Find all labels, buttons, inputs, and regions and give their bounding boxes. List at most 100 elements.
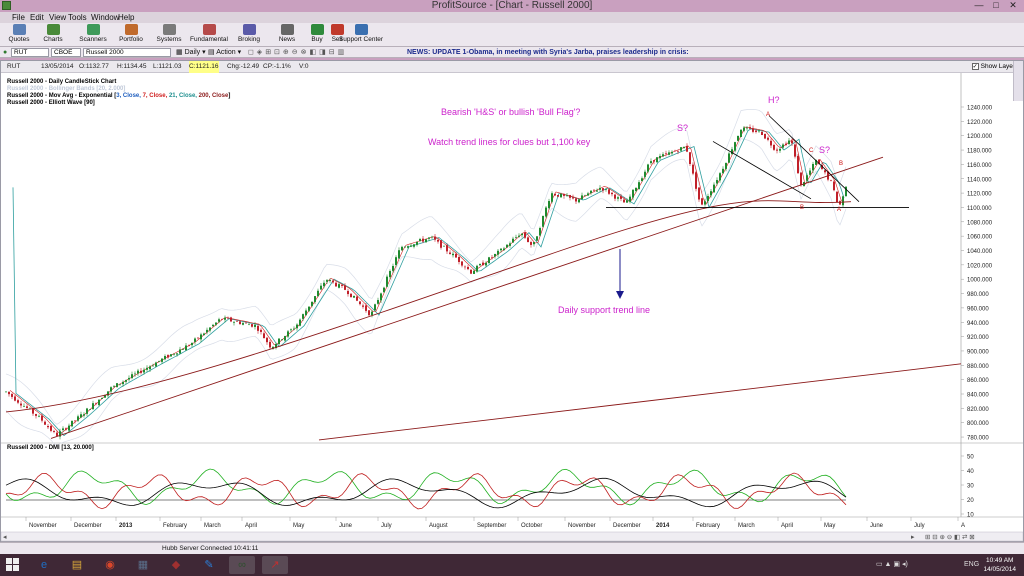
price-tick-label: 840.000 xyxy=(967,393,989,399)
internet-explorer-icon[interactable]: e xyxy=(40,559,48,571)
charts-icon xyxy=(46,24,60,35)
price-tick-label: 920.000 xyxy=(967,335,989,341)
drawing-tools-icons[interactable]: ◻◈⊞⊡⊕⊖⊗◧◨⊟▥ xyxy=(248,49,348,56)
profitsource-icon[interactable]: ↗ xyxy=(262,556,288,574)
scroll-right-icon[interactable]: ▸ xyxy=(911,534,915,541)
title-bar: ProfitSource - [Chart - Russell 2000] — … xyxy=(0,0,1024,12)
zoom-controls-icon[interactable]: ⊞ ⊟ ⊕ ⊖ ◧ ⇄ ⊠ xyxy=(925,534,975,541)
dmi-tick-label: 20 xyxy=(967,498,974,504)
candle-body xyxy=(230,317,232,322)
menu-tools[interactable]: Tools xyxy=(68,13,87,22)
menu-view[interactable]: View xyxy=(49,13,67,22)
candle-body xyxy=(164,356,166,360)
action-menu[interactable]: ▤ Action ▾ xyxy=(208,49,242,56)
candle-body xyxy=(365,305,367,311)
toolbar-fundamental-button[interactable]: Fundamental xyxy=(190,24,228,47)
go-icon[interactable]: ● xyxy=(3,49,8,56)
show-layer-label: Show Layer xyxy=(980,63,1015,70)
name-field[interactable]: Russell 2000 xyxy=(83,48,171,57)
candle-body xyxy=(737,135,739,141)
candle-body xyxy=(311,301,313,306)
candle-body xyxy=(113,385,115,387)
candle-body xyxy=(536,236,538,241)
app-icon[interactable]: ◆ xyxy=(171,559,181,571)
candle-body xyxy=(665,153,667,154)
tray-icons[interactable]: ▭ ▲ ▣ ◂) xyxy=(876,561,908,568)
candle-body xyxy=(755,130,757,132)
candle-body xyxy=(110,387,112,392)
menu-edit[interactable]: Edit xyxy=(30,13,44,22)
candle-body xyxy=(47,426,49,428)
candle-body xyxy=(392,265,394,271)
toolbar-support-center-button[interactable]: Support Center xyxy=(338,24,384,47)
toolbar-buy-button[interactable]: Buy xyxy=(298,24,336,47)
period-select[interactable]: ▦ Daily ▾ xyxy=(176,49,206,56)
candle-body xyxy=(236,321,238,322)
toolbar-sell-button[interactable]: Sell xyxy=(318,24,356,47)
time-tick-label: November xyxy=(568,523,596,529)
candle-body xyxy=(605,189,607,190)
candle-body xyxy=(518,235,520,237)
exchange-field[interactable]: CBOE xyxy=(51,48,81,57)
candle-body xyxy=(806,175,808,181)
scroll-left-icon[interactable]: ◂ xyxy=(3,534,7,541)
annotation-right-shoulder: S? xyxy=(819,145,830,155)
toolbar-news-button[interactable]: News xyxy=(268,24,306,47)
menu-window[interactable]: Window xyxy=(91,13,120,22)
toolbar-broking-button[interactable]: Broking xyxy=(230,24,268,47)
candle-body xyxy=(398,250,400,259)
dmi-axis: 50 40 30 20 10 xyxy=(961,455,974,519)
candle-body xyxy=(530,242,532,245)
start-button[interactable] xyxy=(6,558,20,572)
menu-file[interactable]: File xyxy=(12,13,25,22)
calculator-icon[interactable]: ▦ xyxy=(137,559,149,571)
support-trendline xyxy=(50,156,884,439)
close-button[interactable]: ✕ xyxy=(1009,0,1017,10)
candle-body xyxy=(44,421,46,425)
time-tick-label: February xyxy=(696,523,720,529)
toolbar-quotes-button[interactable]: Quotes xyxy=(0,24,38,47)
toolbar-systems-button[interactable]: Systems xyxy=(150,24,188,47)
candle-body xyxy=(677,151,679,152)
clock[interactable]: 10:49 AM 14/05/2014 xyxy=(983,556,1016,574)
price-chart[interactable]: Russell 2000 - Daily CandleStick Chart R… xyxy=(1,73,1023,543)
chart-scrollbar[interactable]: ◂ ▸ ⊞ ⊟ ⊕ ⊖ ◧ ⇄ ⊠ xyxy=(1,531,1023,542)
candle-body xyxy=(500,248,502,251)
candle-body xyxy=(149,366,151,370)
candle-body xyxy=(836,191,838,203)
language-indicator[interactable]: ENG xyxy=(964,561,980,568)
candle-body xyxy=(323,282,325,287)
show-layer-toggle[interactable]: ✓ Show Layer xyxy=(971,62,1015,72)
time-tick-label: June xyxy=(339,523,353,529)
period-label: Daily xyxy=(184,49,201,56)
candle-body xyxy=(83,414,85,416)
side-tab[interactable] xyxy=(1013,61,1023,101)
toolbar-charts-button[interactable]: Charts xyxy=(34,24,72,47)
file-explorer-icon[interactable]: ▤ xyxy=(71,559,83,571)
candle-body xyxy=(368,310,370,316)
menu-help[interactable]: Help xyxy=(118,13,135,22)
legend-ema-3: 3, Close, xyxy=(116,93,142,99)
chrome-icon[interactable]: ◉ xyxy=(105,559,115,571)
toolbar-label: Broking xyxy=(237,36,261,43)
toolbar-portfolio-button[interactable]: Portfolio xyxy=(112,24,150,47)
minimize-button[interactable]: — xyxy=(974,0,984,10)
price-tick-label: 960.000 xyxy=(967,306,989,312)
paint-icon[interactable]: ✎ xyxy=(204,559,214,571)
time-tick-label: 2013 xyxy=(119,523,133,529)
maximize-button[interactable]: □ xyxy=(993,0,999,10)
trading-app-icon[interactable]: ∞ xyxy=(229,556,255,574)
candle-body xyxy=(449,252,451,255)
candle-body xyxy=(590,190,592,193)
candle-body xyxy=(683,146,685,149)
candle-body xyxy=(122,381,124,385)
symbol-input[interactable]: RUT xyxy=(11,48,49,57)
candle-body xyxy=(317,290,319,297)
info-open: O:1132.77 xyxy=(79,63,109,70)
toolbar-label: Support Center xyxy=(338,36,384,43)
candle-body xyxy=(839,201,841,205)
toolbar-scanners-button[interactable]: Scanners xyxy=(74,24,112,47)
candle-body xyxy=(539,228,541,236)
news-ticker[interactable]: NEWS: UPDATE 1-Obama, in meeting with Sy… xyxy=(407,49,689,56)
candle-body xyxy=(152,365,154,367)
